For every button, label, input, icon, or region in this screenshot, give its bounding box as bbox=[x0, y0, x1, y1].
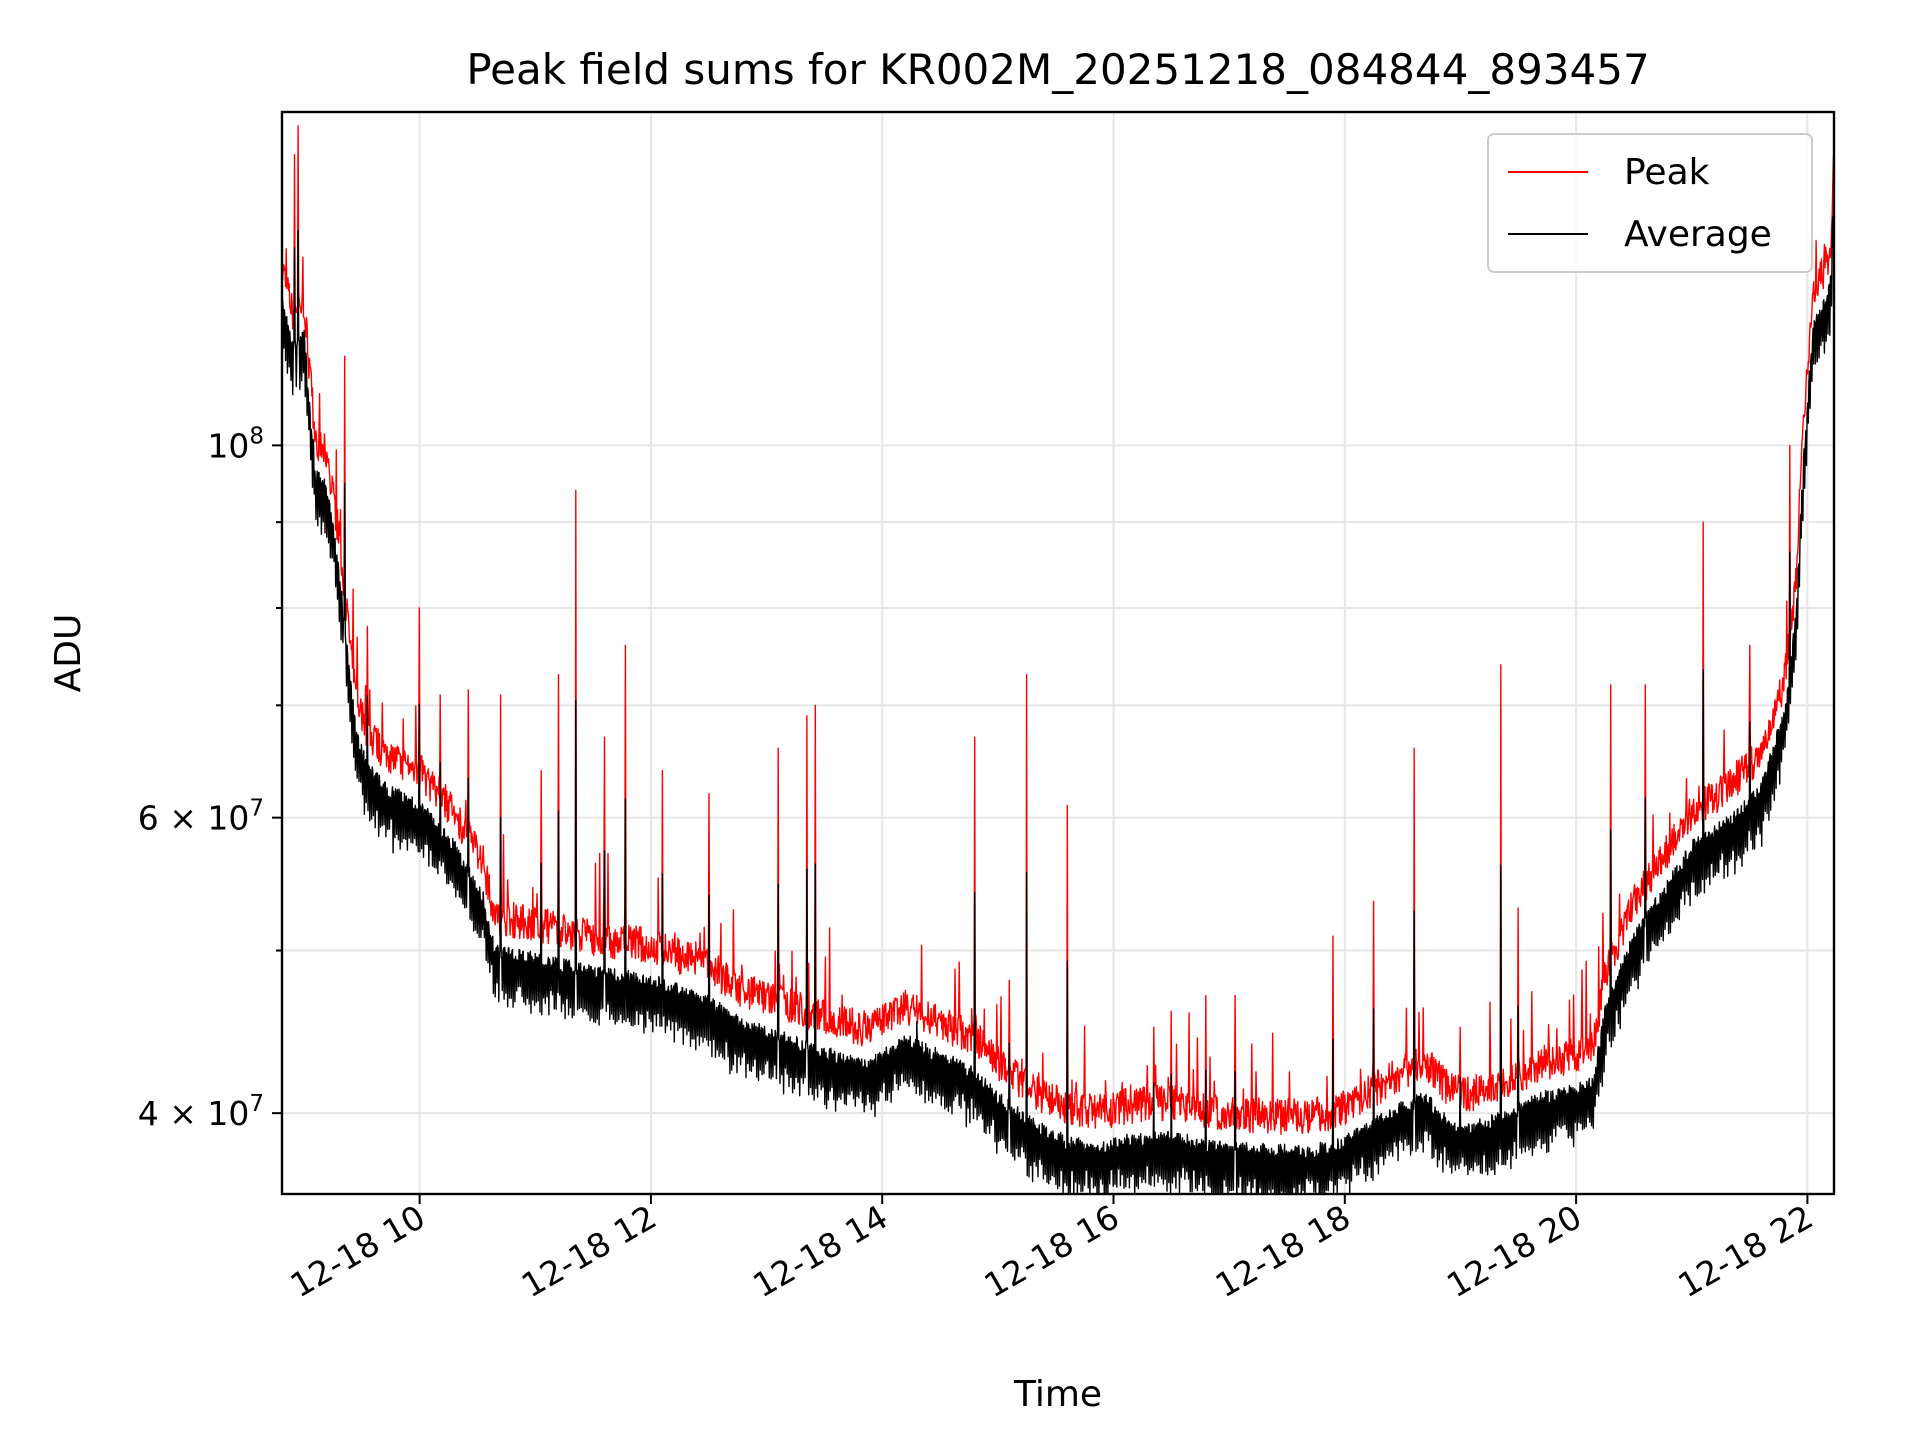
legend-average-label: Average bbox=[1624, 214, 1772, 255]
y-axis-label: ADU bbox=[48, 614, 89, 693]
x-axis-label: Time bbox=[1013, 1374, 1102, 1415]
legend-box bbox=[1487, 133, 1813, 273]
legend-peak-label: Peak bbox=[1624, 152, 1710, 193]
series-layer bbox=[282, 125, 1834, 1194]
y-tick-label: 108 bbox=[207, 423, 264, 465]
legend: Peak Average bbox=[1487, 133, 1813, 273]
y-axis-ticks: 4 × 107 6 × 107 108 bbox=[138, 423, 282, 1133]
average-series-line bbox=[282, 176, 1834, 1194]
y-tick-label: 4 × 107 bbox=[138, 1091, 264, 1133]
y-tick-label: 6 × 107 bbox=[138, 796, 264, 838]
chart-title: Peak field sums for KR002M_20251218_0848… bbox=[466, 45, 1649, 94]
plot-frame bbox=[280, 110, 1836, 1196]
